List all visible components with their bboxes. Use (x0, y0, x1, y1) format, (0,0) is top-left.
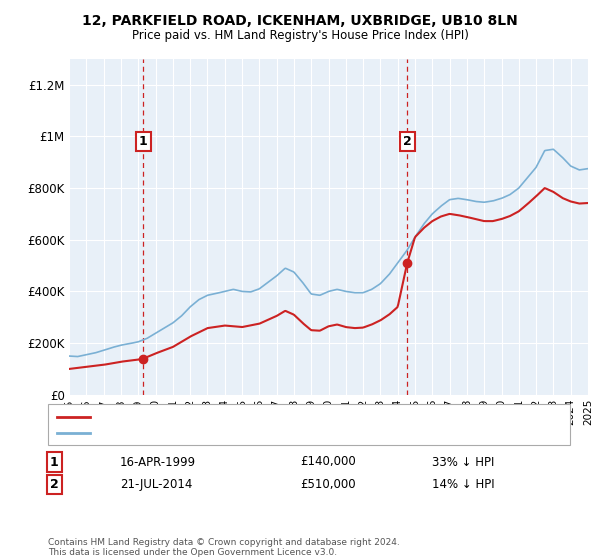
Text: 12, PARKFIELD ROAD, ICKENHAM, UXBRIDGE, UB10 8LN (detached house): 12, PARKFIELD ROAD, ICKENHAM, UXBRIDGE, … (96, 412, 481, 422)
Text: £510,000: £510,000 (300, 478, 356, 491)
Text: Contains HM Land Registry data © Crown copyright and database right 2024.
This d: Contains HM Land Registry data © Crown c… (48, 538, 400, 557)
Text: 12, PARKFIELD ROAD, ICKENHAM, UXBRIDGE, UB10 8LN: 12, PARKFIELD ROAD, ICKENHAM, UXBRIDGE, … (82, 14, 518, 28)
Text: 1: 1 (139, 135, 148, 148)
Text: 14% ↓ HPI: 14% ↓ HPI (432, 478, 494, 491)
Text: 2: 2 (50, 478, 58, 491)
Text: 16-APR-1999: 16-APR-1999 (120, 455, 196, 469)
Text: Price paid vs. HM Land Registry's House Price Index (HPI): Price paid vs. HM Land Registry's House … (131, 29, 469, 42)
Text: 2: 2 (403, 135, 412, 148)
Text: 1: 1 (50, 455, 58, 469)
Text: 21-JUL-2014: 21-JUL-2014 (120, 478, 193, 491)
Text: £140,000: £140,000 (300, 455, 356, 469)
Text: HPI: Average price, detached house, Hillingdon: HPI: Average price, detached house, Hill… (96, 428, 341, 438)
Text: 33% ↓ HPI: 33% ↓ HPI (432, 455, 494, 469)
